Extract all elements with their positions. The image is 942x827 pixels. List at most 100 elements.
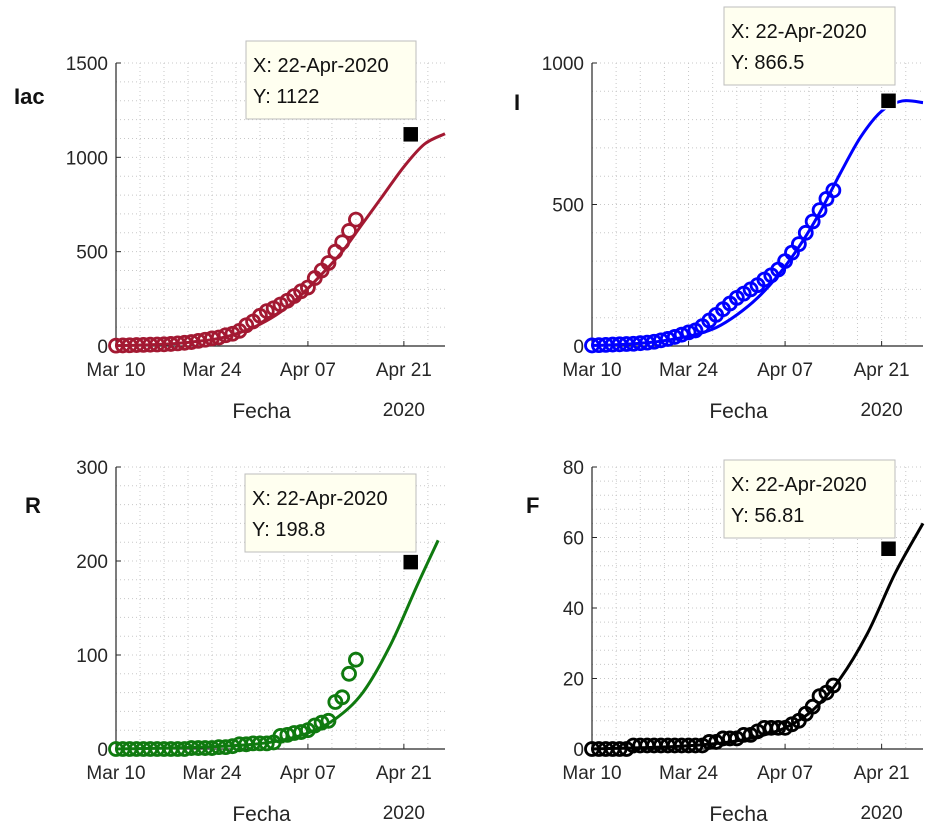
data-point bbox=[313, 714, 330, 731]
fit-line bbox=[115, 132, 446, 348]
data-point bbox=[804, 213, 821, 230]
y-tick-label: 500 bbox=[76, 243, 108, 264]
datatip-x: X: 22-Apr-2020 bbox=[731, 21, 867, 43]
x-year-label: 2020 bbox=[383, 803, 425, 824]
y-tick-label: 1000 bbox=[66, 148, 108, 169]
y-tick-label: 1500 bbox=[66, 54, 108, 75]
y-tick-label: 0 bbox=[97, 337, 108, 358]
x-tick-label: Mar 10 bbox=[86, 763, 145, 784]
data-point bbox=[217, 327, 234, 344]
data-point bbox=[722, 730, 738, 747]
data-point bbox=[666, 329, 683, 345]
data-point bbox=[804, 698, 821, 715]
data-point bbox=[653, 332, 669, 349]
x-tick-label: Apr 21 bbox=[376, 360, 432, 381]
x-axis-label: Fecha bbox=[709, 803, 768, 826]
x-axis-label: Fecha bbox=[709, 400, 768, 423]
data-point bbox=[611, 741, 628, 757]
y-tick-label: 40 bbox=[563, 599, 584, 620]
x-tick-label: Apr 21 bbox=[376, 763, 432, 784]
datatip: X: 22-Apr-2020 Y: 198.8 bbox=[244, 473, 417, 553]
data-point bbox=[293, 724, 309, 740]
y-tick-label: 500 bbox=[552, 196, 584, 217]
datatip-y: Y: 866.5 bbox=[731, 52, 804, 74]
data-point bbox=[797, 224, 814, 241]
x-tick-label: Mar 10 bbox=[562, 763, 621, 784]
y-tick-label: 0 bbox=[97, 740, 108, 761]
data-point bbox=[825, 677, 842, 694]
x-year-label: 2020 bbox=[860, 803, 902, 824]
fit-line bbox=[591, 522, 925, 751]
data-point bbox=[341, 665, 357, 682]
x-tick-label: Apr 21 bbox=[854, 763, 910, 784]
chart-panel-i: 0 500 1000 Mar 10 Mar 24 Apr 07 Apr 21 2020 Fech… bbox=[514, 6, 924, 423]
y-axis-label: I bbox=[514, 90, 520, 115]
fit-line bbox=[591, 99, 924, 347]
y-tick-label: 20 bbox=[563, 670, 584, 691]
x-tick-label: Apr 07 bbox=[280, 763, 336, 784]
data-point bbox=[210, 329, 227, 346]
datatip-y: Y: 198.8 bbox=[252, 519, 325, 541]
x-tick-label: Apr 07 bbox=[280, 360, 336, 381]
x-year-label: 2020 bbox=[860, 400, 902, 421]
datatip: X: 22-Apr-2020 Y: 56.81 bbox=[723, 459, 896, 539]
datatip-x: X: 22-Apr-2020 bbox=[731, 474, 867, 496]
data-point bbox=[320, 255, 337, 271]
x-tick-label: Mar 24 bbox=[659, 360, 719, 381]
data-point bbox=[811, 202, 828, 219]
datatip-marker bbox=[879, 92, 898, 110]
datatip-marker bbox=[879, 539, 898, 558]
chart-panel-f: 0 20 40 60 80 Mar 10 Mar 24 Apr 07 Apr 21 2020 Fec… bbox=[526, 458, 925, 826]
data-point bbox=[701, 734, 718, 750]
data-point bbox=[770, 719, 787, 736]
data-point bbox=[673, 326, 690, 343]
datatip-y: Y: 56.81 bbox=[731, 505, 804, 527]
y-axis-label: R bbox=[25, 493, 41, 518]
x-tick-label: Mar 24 bbox=[182, 763, 242, 784]
data-point bbox=[825, 182, 842, 199]
datatip: X: 22-Apr-2020 Y: 866.5 bbox=[723, 6, 896, 86]
data-point bbox=[347, 651, 364, 668]
y-tick-label: 100 bbox=[76, 646, 108, 667]
chart-panel-iac: 0 500 1000 1500 Mar 10 Mar 24 Apr 07 Apr 21 2020… bbox=[14, 40, 446, 423]
datatip-marker bbox=[401, 553, 420, 571]
y-tick-label: 1000 bbox=[542, 54, 584, 75]
y-tick-label: 200 bbox=[76, 552, 108, 573]
chart-panel-r: 0 100 200 300 Mar 10 Mar 24 Apr 07 Apr 21 2020 Fe… bbox=[25, 458, 445, 826]
datatip-box bbox=[244, 473, 417, 553]
x-tick-label: Mar 24 bbox=[182, 360, 242, 381]
data-point bbox=[659, 331, 676, 347]
x-tick-label: Apr 07 bbox=[757, 763, 813, 784]
datatip-box bbox=[723, 6, 896, 86]
y-axis-label: Iac bbox=[14, 84, 45, 109]
data-point bbox=[735, 727, 752, 743]
datatip-box bbox=[245, 40, 417, 120]
data-point bbox=[334, 234, 351, 251]
data-point bbox=[687, 737, 704, 754]
x-year-label: 2020 bbox=[383, 400, 425, 421]
y-tick-label: 300 bbox=[76, 458, 108, 479]
datatip-box bbox=[723, 459, 896, 539]
x-tick-label: Mar 24 bbox=[659, 763, 719, 784]
datatip-y: Y: 1122 bbox=[253, 86, 319, 108]
y-tick-label: 0 bbox=[573, 337, 584, 358]
y-tick-label: 60 bbox=[563, 529, 584, 550]
datatip-x: X: 22-Apr-2020 bbox=[253, 55, 389, 77]
x-tick-label: Mar 10 bbox=[86, 360, 145, 381]
y-axis-label: F bbox=[526, 493, 539, 518]
datatip-marker bbox=[401, 125, 420, 144]
x-tick-label: Apr 21 bbox=[854, 360, 910, 381]
datatip: X: 22-Apr-2020 Y: 1122 bbox=[245, 40, 417, 120]
data-point bbox=[341, 223, 357, 239]
x-tick-label: Apr 07 bbox=[757, 360, 813, 381]
data-point bbox=[320, 712, 337, 729]
y-tick-label: 80 bbox=[563, 458, 584, 479]
x-tick-label: Mar 10 bbox=[562, 360, 621, 381]
x-axis-label: Fecha bbox=[232, 400, 291, 423]
x-axis-label: Fecha bbox=[232, 803, 291, 826]
datatip-x: X: 22-Apr-2020 bbox=[252, 488, 388, 510]
y-tick-label: 0 bbox=[573, 740, 584, 761]
data-point bbox=[347, 211, 364, 228]
data-point bbox=[258, 735, 275, 752]
